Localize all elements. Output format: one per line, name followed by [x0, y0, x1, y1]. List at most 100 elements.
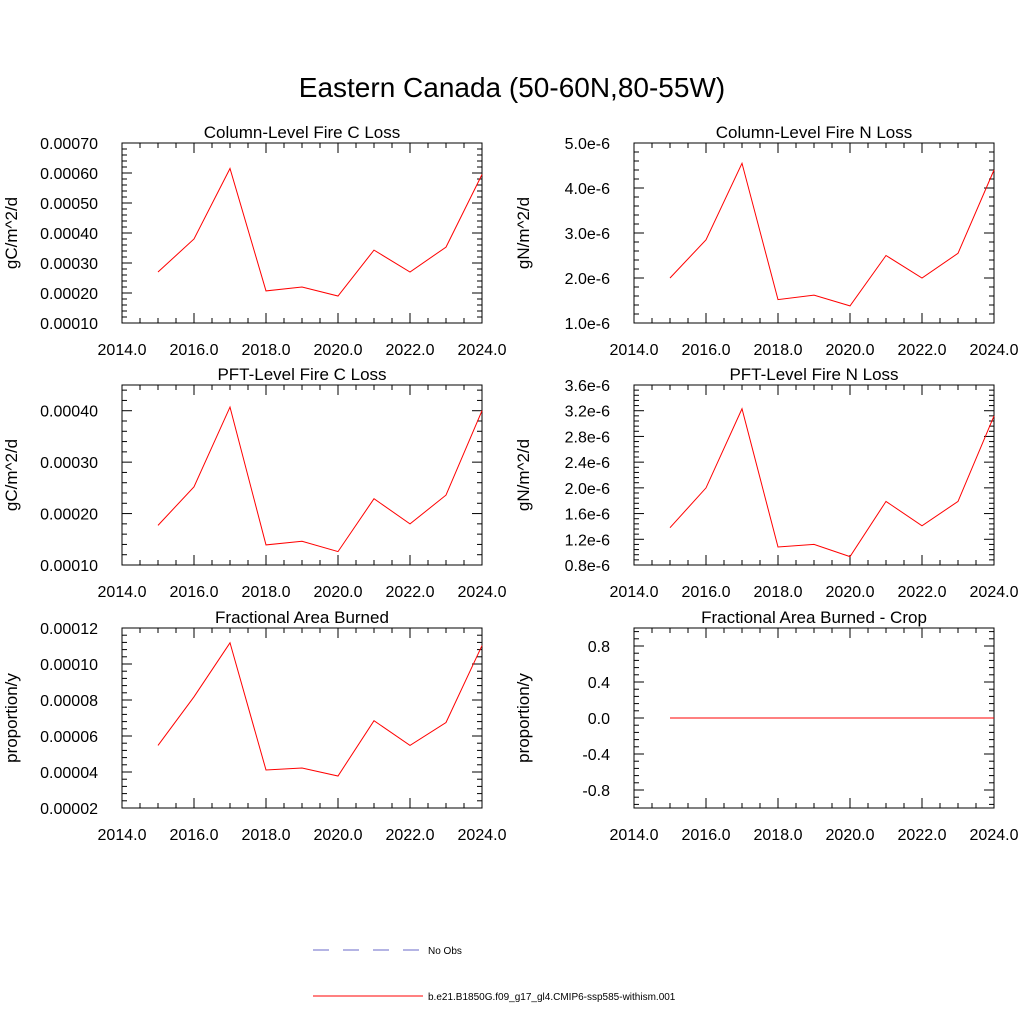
legend: No Obs b.e21.B1850G.f09_g17_gl4.CMIP6-ss… [313, 946, 676, 1003]
x-tick-label: 2020.0 [314, 342, 363, 359]
y-axis-label: proportion/y [2, 673, 21, 763]
y-tick-label: -0.8 [582, 783, 610, 800]
y-tick-label: 5.0e-6 [565, 136, 610, 153]
y-tick-label: 0.8e-6 [565, 558, 610, 575]
x-tick-label: 2014.0 [98, 584, 147, 601]
x-tick-label: 2018.0 [754, 584, 803, 601]
y-tick-label: 2.0e-6 [565, 481, 610, 498]
panel-5: 2014.0 2016.0 2018.0 2020.0 2022.0 2024.0 0.00… [2, 608, 507, 844]
x-tick-label: 2014.0 [98, 342, 147, 359]
x-tick-label: 2020.0 [314, 584, 363, 601]
x-tick-label: 2022.0 [386, 342, 435, 359]
y-axis-label: gN/m^2/d [514, 197, 533, 269]
y-tick-label: 3.0e-6 [565, 226, 610, 243]
y-tick-label: 3.2e-6 [565, 404, 610, 421]
y-tick-label: 1.6e-6 [565, 507, 610, 524]
x-tick-label: 2016.0 [682, 342, 731, 359]
y-tick-label: 0.00002 [40, 801, 98, 818]
x-tick-label: 2022.0 [898, 342, 947, 359]
panel-title: PFT-Level Fire C Loss [217, 365, 386, 384]
y-tick-label: 0.00020 [40, 507, 98, 524]
y-tick-label: 0.00020 [40, 286, 98, 303]
plot-frame [121, 142, 483, 324]
x-tick-label: 2024.0 [458, 827, 507, 844]
y-tick-label: -0.4 [582, 747, 610, 764]
x-tick-label: 2014.0 [98, 827, 147, 844]
x-tick-label: 2016.0 [682, 584, 731, 601]
x-tick-label: 2018.0 [754, 827, 803, 844]
x-tick-label: 2018.0 [242, 584, 291, 601]
x-tick-label: 2014.0 [610, 342, 659, 359]
series-line [669, 161, 995, 307]
x-tick-label: 2018.0 [242, 827, 291, 844]
y-tick-label: 0.00006 [40, 729, 98, 746]
x-tick-label: 2024.0 [970, 342, 1019, 359]
legend-label-no-obs: No Obs [428, 946, 462, 957]
series-line [157, 167, 483, 297]
x-tick-label: 2024.0 [970, 584, 1019, 601]
y-tick-label: 0.00030 [40, 455, 98, 472]
x-tick-label: 2016.0 [170, 342, 219, 359]
x-tick-label: 2024.0 [458, 342, 507, 359]
y-tick-label: 0.00012 [40, 621, 98, 638]
y-axis-label: gC/m^2/d [2, 197, 21, 269]
panel-1: 2014.0 2016.0 2018.0 2020.0 2022.0 2024.0 0.00… [2, 123, 507, 359]
x-tick-label: 2016.0 [170, 584, 219, 601]
y-tick-label: 0.00040 [40, 226, 98, 243]
panel-3: 2014.0 2016.0 2018.0 2020.0 2022.0 2024.0 0.00… [2, 365, 507, 601]
y-tick-label: 0.0 [588, 711, 610, 728]
panel-title: PFT-Level Fire N Loss [729, 365, 898, 384]
y-tick-label: 0.00010 [40, 316, 98, 333]
y-tick-label: 0.00070 [40, 136, 98, 153]
y-tick-label: 0.00010 [40, 657, 98, 674]
legend-label-model-run: b.e21.B1850G.f09_g17_gl4.CMIP6-ssp585-wi… [428, 992, 676, 1003]
panels-group: 2014.0 2016.0 2018.0 2020.0 2022.0 2024.00.00… [2, 123, 1019, 844]
y-tick-label: 2.8e-6 [565, 429, 610, 446]
panel-2: 2014.0 2016.0 2018.0 2020.0 2022.0 2024.0 1.0e… [514, 123, 1019, 359]
y-tick-label: 3.6e-6 [565, 378, 610, 395]
plot-frame [633, 142, 995, 324]
x-tick-label: 2022.0 [386, 827, 435, 844]
x-tick-label: 2014.0 [610, 584, 659, 601]
y-axis-label: proportion/y [514, 673, 533, 763]
y-tick-label: 0.00010 [40, 558, 98, 575]
panel-title: Column-Level Fire C Loss [204, 123, 401, 142]
x-tick-label: 2022.0 [898, 827, 947, 844]
y-tick-label: 0.8 [588, 639, 610, 656]
y-tick-label: 4.0e-6 [565, 181, 610, 198]
x-tick-label: 2024.0 [970, 827, 1019, 844]
panel-title: Fractional Area Burned [215, 608, 389, 627]
panel-title: Fractional Area Burned - Crop [701, 608, 927, 627]
x-tick-label: 2016.0 [170, 827, 219, 844]
x-tick-label: 2016.0 [682, 827, 731, 844]
y-tick-label: 0.00030 [40, 256, 98, 273]
x-tick-label: 2020.0 [314, 827, 363, 844]
x-tick-label: 2020.0 [826, 827, 875, 844]
y-tick-label: 2.0e-6 [565, 271, 610, 288]
y-tick-label: 2.4e-6 [565, 455, 610, 472]
x-tick-label: 2018.0 [754, 342, 803, 359]
plot-frame [633, 384, 995, 566]
series-line [157, 405, 483, 553]
y-tick-label: 0.00060 [40, 166, 98, 183]
series-line [157, 641, 483, 777]
panel-4: 2014.0 2016.0 2018.0 2020.0 2022.0 2024.0 0.8e… [514, 365, 1019, 601]
plot-frame [121, 384, 483, 566]
plot-frame [121, 627, 483, 809]
y-axis-label: gN/m^2/d [514, 439, 533, 511]
panel-title: Column-Level Fire N Loss [716, 123, 913, 142]
y-tick-label: 0.00050 [40, 196, 98, 213]
series-line [669, 407, 995, 558]
figure-title: Eastern Canada (50-60N,80-55W) [299, 72, 725, 103]
y-tick-label: 0.00008 [40, 693, 98, 710]
y-tick-label: 0.00040 [40, 404, 98, 421]
y-tick-label: 0.00004 [40, 765, 98, 782]
x-tick-label: 2020.0 [826, 342, 875, 359]
y-tick-label: 1.0e-6 [565, 316, 610, 333]
x-tick-label: 2022.0 [386, 584, 435, 601]
y-axis-label: gC/m^2/d [2, 439, 21, 511]
x-tick-label: 2022.0 [898, 584, 947, 601]
y-tick-label: 1.2e-6 [565, 532, 610, 549]
x-tick-label: 2020.0 [826, 584, 875, 601]
